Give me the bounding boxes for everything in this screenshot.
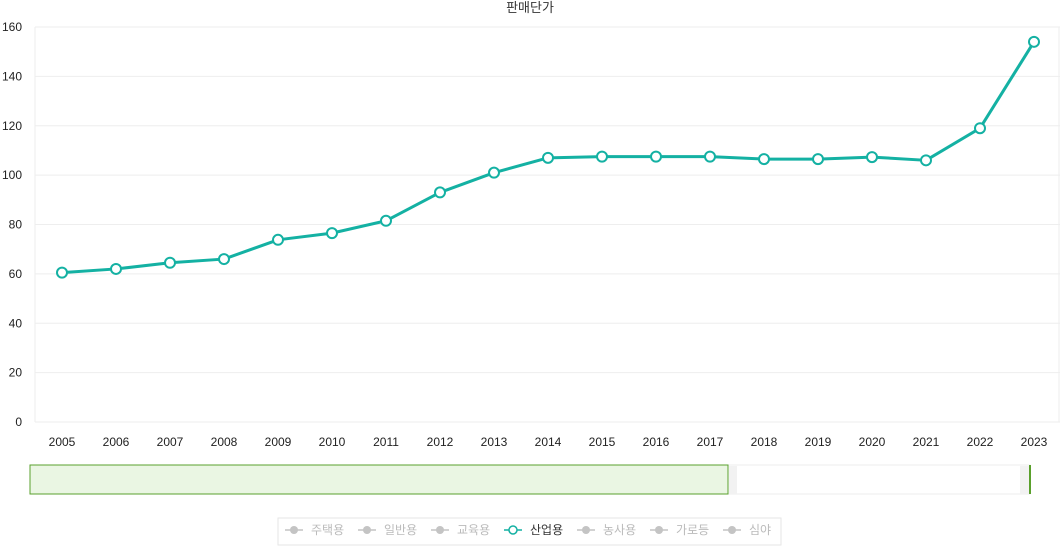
data-point[interactable]: [110, 262, 122, 275]
legend-label: 일반용: [384, 523, 417, 537]
data-point[interactable]: [758, 153, 770, 166]
legend-marker: [655, 526, 663, 534]
x-tick-label: 2016: [643, 435, 670, 449]
x-tick-label: 2018: [751, 435, 778, 449]
legend-item[interactable]: 심야: [723, 523, 771, 537]
data-point[interactable]: [272, 233, 284, 246]
data-point[interactable]: [380, 214, 392, 227]
legend-label: 가로등: [676, 523, 709, 537]
legend-label: 산업용: [530, 523, 563, 537]
range-selector[interactable]: [29, 464, 1031, 495]
x-tick-label: 2011: [373, 435, 399, 449]
data-point[interactable]: [488, 166, 500, 179]
y-tick-label: 160: [2, 20, 22, 34]
x-axis: 2005 2006 2007 2008 2009 2010 2011 2012 2013 2014…: [49, 435, 1048, 449]
legend-label: 교육용: [457, 523, 490, 537]
legend-item[interactable]: 주택용: [285, 523, 344, 537]
x-tick-label: 2014: [535, 435, 562, 449]
legend-item[interactable]: 가로등: [650, 523, 709, 537]
legend-label: 주택용: [311, 523, 344, 537]
legend-marker: [582, 526, 590, 534]
selector-handle[interactable]: [729, 466, 737, 494]
x-tick-label: 2023: [1021, 435, 1048, 449]
legend-label: 농사용: [603, 523, 636, 537]
y-tick-label: 120: [2, 119, 22, 133]
data-point[interactable]: [596, 150, 608, 163]
selector-end-handle[interactable]: [1020, 466, 1029, 494]
series-group: [56, 35, 1040, 279]
x-tick-label: 2006: [103, 435, 130, 449]
y-tick-label: 80: [9, 218, 23, 232]
data-point[interactable]: [704, 150, 716, 163]
data-point[interactable]: [866, 151, 878, 164]
y-tick-label: 20: [9, 366, 23, 380]
selector-window[interactable]: [29, 464, 729, 495]
legend-marker: [436, 526, 444, 534]
data-point[interactable]: [812, 153, 824, 166]
data-point[interactable]: [650, 150, 662, 163]
y-tick-label: 140: [2, 69, 22, 83]
data-point[interactable]: [164, 256, 176, 269]
x-tick-label: 2005: [49, 435, 76, 449]
data-point[interactable]: [542, 151, 554, 164]
x-tick-label: 2010: [319, 435, 346, 449]
x-tick-label: 2017: [697, 435, 724, 449]
x-tick-label: 2007: [157, 435, 184, 449]
y-tick-label: 0: [15, 415, 22, 429]
legend-marker: [728, 526, 736, 534]
legend-marker: [508, 525, 518, 535]
grid-lines: [34, 26, 1060, 423]
x-tick-label: 2012: [427, 435, 454, 449]
data-point[interactable]: [218, 253, 230, 266]
x-tick-label: 2020: [859, 435, 886, 449]
y-axis: 0 20 40 60 80 100 120 140 160: [2, 20, 22, 429]
legend-item[interactable]: 일반용: [358, 523, 417, 537]
x-tick-label: 2008: [211, 435, 238, 449]
legend: 주택용 일반용 교육용 산업용 농사용 가로등 심야: [277, 517, 782, 546]
x-tick-label: 2021: [913, 435, 940, 449]
data-point[interactable]: [56, 266, 68, 279]
x-tick-label: 2015: [589, 435, 616, 449]
y-tick-label: 40: [9, 316, 23, 330]
x-tick-label: 2009: [265, 435, 292, 449]
x-tick-label: 2013: [481, 435, 508, 449]
chart-title: 판매단가: [506, 0, 554, 15]
y-tick-label: 100: [2, 168, 22, 182]
x-tick-label: 2019: [805, 435, 832, 449]
data-point[interactable]: [434, 186, 446, 199]
legend-marker: [363, 526, 371, 534]
legend-label: 심야: [749, 523, 771, 537]
x-tick-label: 2022: [967, 435, 994, 449]
legend-box: [277, 517, 782, 546]
legend-marker: [290, 526, 298, 534]
data-point[interactable]: [920, 154, 932, 167]
data-point[interactable]: [974, 122, 986, 135]
legend-item[interactable]: 산업용: [504, 523, 563, 537]
legend-item[interactable]: 농사용: [577, 523, 636, 537]
legend-item[interactable]: 교육용: [431, 523, 490, 537]
data-point[interactable]: [326, 227, 338, 240]
data-point[interactable]: [1028, 35, 1040, 48]
y-tick-label: 60: [9, 267, 23, 281]
